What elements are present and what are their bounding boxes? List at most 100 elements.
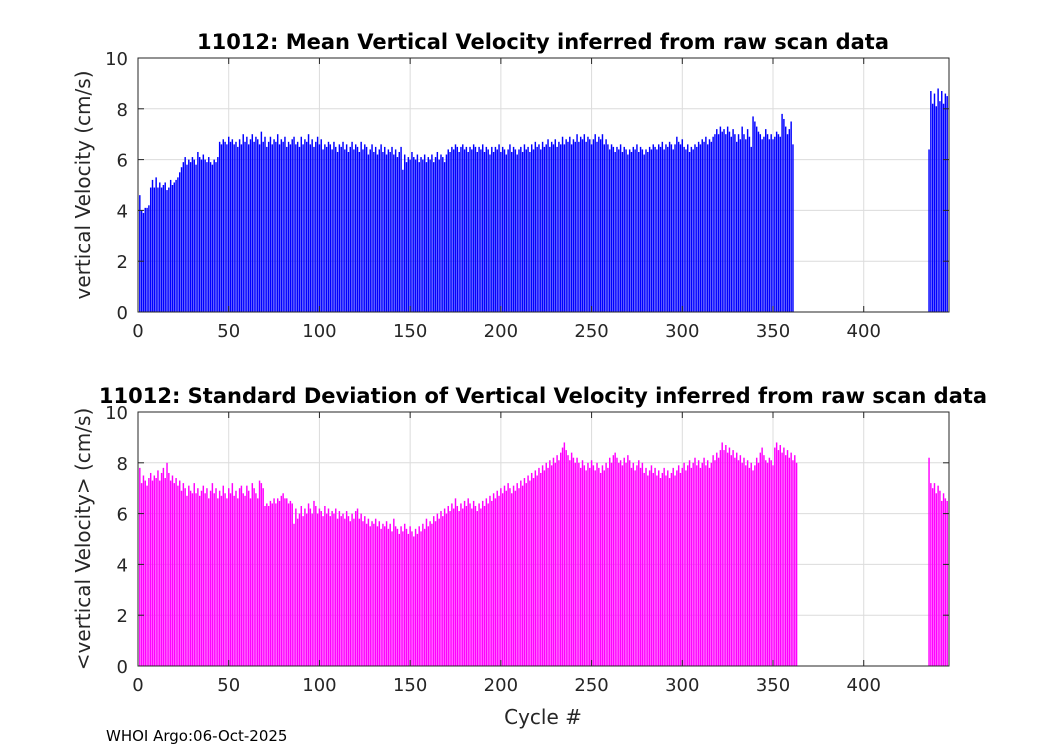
bar <box>552 457 555 666</box>
bar <box>670 144 673 312</box>
bar <box>418 526 420 666</box>
bar <box>217 498 219 666</box>
bar <box>282 141 284 312</box>
bar <box>483 505 486 666</box>
x-tick-label: 50 <box>217 675 240 696</box>
bar <box>677 141 680 312</box>
bar <box>431 154 433 312</box>
bar <box>748 467 751 666</box>
bar <box>146 207 148 312</box>
bar <box>358 151 361 312</box>
bar <box>741 462 743 666</box>
bar <box>257 139 259 312</box>
bar <box>398 151 400 312</box>
bar <box>665 144 667 312</box>
bar <box>344 149 346 312</box>
bar <box>293 523 295 666</box>
bar <box>431 523 433 666</box>
bar <box>710 462 713 666</box>
bar <box>385 521 388 666</box>
bar <box>365 523 368 666</box>
bar <box>930 91 932 313</box>
bar <box>389 151 391 312</box>
bar <box>699 467 702 666</box>
bar <box>657 144 660 312</box>
bar <box>427 157 430 312</box>
bar <box>300 505 303 666</box>
bar <box>313 500 315 666</box>
bar <box>367 154 370 312</box>
bar <box>469 503 471 666</box>
bar <box>676 136 678 312</box>
bar <box>425 162 428 312</box>
bar <box>385 154 388 312</box>
bar <box>249 139 252 312</box>
bar <box>574 141 576 312</box>
bar <box>360 141 362 312</box>
bar <box>188 485 190 666</box>
bar <box>442 157 444 312</box>
bar <box>552 144 555 312</box>
bar <box>362 149 364 312</box>
bar <box>160 187 163 312</box>
bar <box>755 126 758 312</box>
bar <box>636 144 638 312</box>
bar <box>195 164 197 312</box>
bar <box>413 536 415 666</box>
bar <box>647 475 649 666</box>
bar <box>197 488 199 666</box>
bar <box>420 157 422 312</box>
bar <box>206 162 208 312</box>
bar <box>296 141 299 312</box>
bar <box>672 149 674 312</box>
bar <box>688 151 691 312</box>
bar <box>725 445 727 666</box>
bar <box>540 149 542 312</box>
bar <box>320 139 322 312</box>
bar <box>222 485 224 666</box>
bar <box>592 465 595 666</box>
bar <box>472 144 475 312</box>
bar <box>719 450 722 666</box>
bar <box>220 495 223 666</box>
bar <box>614 452 616 666</box>
bar <box>445 513 448 666</box>
bar <box>583 134 586 312</box>
bar <box>521 485 524 666</box>
bar <box>376 526 379 666</box>
bar <box>634 470 636 666</box>
bar <box>532 149 535 312</box>
bar <box>723 129 725 312</box>
bar <box>481 144 484 312</box>
bar <box>463 149 466 312</box>
bar <box>300 136 303 312</box>
bar <box>518 149 520 312</box>
bar <box>249 498 252 666</box>
bar <box>407 533 410 666</box>
bar <box>465 505 468 666</box>
bar <box>534 141 537 312</box>
bar <box>761 447 763 666</box>
bar <box>721 131 723 312</box>
bar <box>538 144 540 312</box>
bar <box>394 149 397 312</box>
bar <box>681 467 684 666</box>
bar <box>759 134 762 312</box>
bar <box>705 136 707 312</box>
bar <box>237 146 239 312</box>
bar <box>309 144 312 312</box>
bar <box>525 149 527 312</box>
bar <box>659 146 662 312</box>
bar <box>162 185 165 312</box>
bar <box>311 139 313 312</box>
bar <box>639 146 642 312</box>
bar <box>403 523 406 666</box>
bar <box>266 503 268 666</box>
bar <box>645 149 647 312</box>
bar <box>420 531 422 666</box>
bar <box>251 134 254 312</box>
bar <box>198 495 201 666</box>
bar <box>550 465 553 666</box>
bar <box>790 121 792 312</box>
y-tick-label: 8 <box>117 100 128 121</box>
